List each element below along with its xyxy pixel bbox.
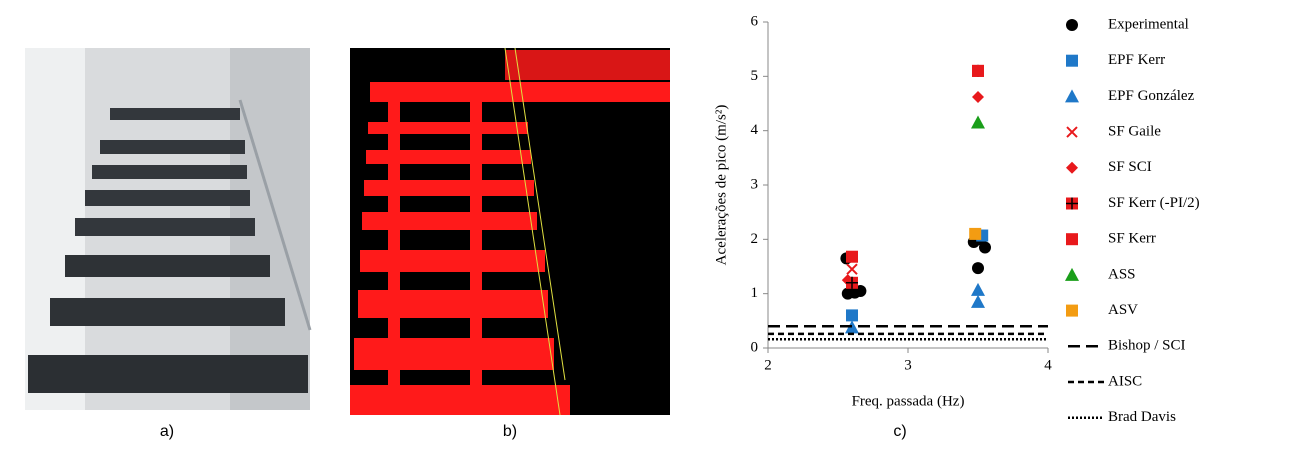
legend-label: SF Kerr (1108, 231, 1156, 247)
marker (1066, 162, 1078, 174)
marker (972, 65, 984, 77)
y-tick-label: 5 (751, 68, 759, 84)
legend-label: SF SCI (1108, 159, 1152, 175)
y-axis-label: Acelerações de pico (m/s²) (713, 105, 729, 266)
x-tick-label: 2 (764, 357, 772, 373)
legend-label: SF Gaile (1108, 124, 1161, 140)
marker (1066, 19, 1078, 31)
legend-label: EPF Kerr (1108, 52, 1165, 68)
marker (971, 116, 985, 129)
y-tick-label: 3 (751, 176, 759, 192)
marker (1067, 127, 1077, 137)
marker (846, 309, 858, 321)
marker (971, 295, 985, 308)
legend-label: Bishop / SCI (1108, 338, 1186, 354)
marker (1065, 268, 1079, 281)
model-render (350, 48, 670, 415)
panel-label: c) (893, 423, 906, 440)
legend-label: ASS (1108, 266, 1136, 282)
x-tick-label: 3 (904, 357, 912, 373)
legend-label: Brad Davis (1108, 409, 1176, 425)
marker (969, 228, 981, 240)
marker (972, 262, 984, 274)
y-tick-label: 6 (751, 13, 759, 29)
y-tick-label: 1 (751, 285, 759, 301)
legend-label: EPF González (1108, 88, 1195, 104)
legend-label: ASV (1108, 302, 1138, 318)
marker (972, 91, 984, 103)
x-axis-label: Freq. passada (Hz) (852, 393, 965, 409)
marker (1066, 305, 1078, 317)
marker (971, 283, 985, 296)
y-tick-label: 4 (751, 122, 759, 138)
figure: a) b) c) Freq. passada (Hz) Acelerações … (0, 0, 1290, 448)
marker (847, 264, 857, 274)
marker (1065, 89, 1079, 102)
page: a) b) c) Freq. passada (Hz) Acelerações … (0, 0, 1290, 453)
legend-label: Experimental (1108, 16, 1189, 32)
marker (1066, 233, 1078, 245)
x-tick-label: 4 (1044, 357, 1052, 373)
y-tick-label: 0 (751, 339, 759, 355)
photo-stairs (25, 48, 310, 410)
legend-label: AISC (1108, 373, 1142, 389)
panel-label: b) (503, 423, 517, 440)
marker (846, 251, 858, 263)
y-tick-label: 2 (751, 231, 759, 247)
panel-label: a) (160, 423, 174, 440)
legend-label: SF Kerr (-PI/2) (1108, 195, 1200, 211)
marker (1066, 55, 1078, 67)
